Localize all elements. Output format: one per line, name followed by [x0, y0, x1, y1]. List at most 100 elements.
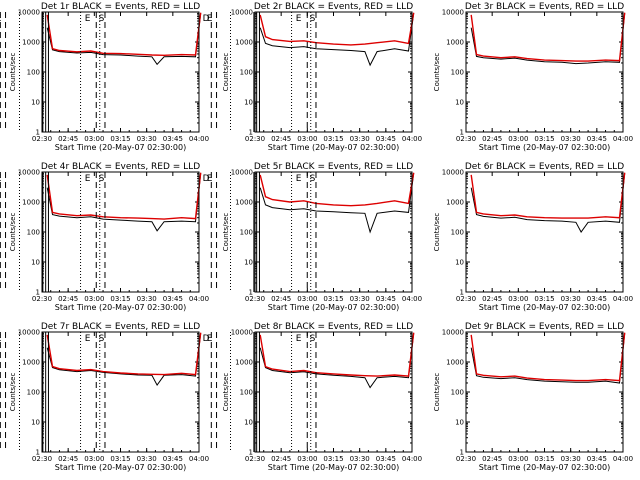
x-axis-label: Start Time (20-May-07 02:30:00): [479, 303, 610, 312]
y-tick-label: 10: [244, 419, 253, 427]
y-tick-label: 1000: [22, 359, 40, 367]
x-tick-label: 03:00: [508, 295, 528, 303]
y-axis-label: Counts/sec: [9, 53, 17, 92]
event-marker-label: E: [0, 334, 2, 344]
y-tick-label: 100: [451, 69, 464, 77]
y-tick-label: 1000: [446, 199, 464, 207]
y-axis-label: Counts/sec: [222, 373, 230, 412]
x-tick-label: 03:45: [376, 135, 396, 143]
y-tick-label: 10000: [18, 329, 40, 337]
y-tick-label: 100: [240, 389, 253, 397]
y-tick-label: 100: [27, 389, 40, 397]
events-series-line: [470, 333, 626, 384]
chart-title: Det 9r BLACK = Events, RED = LLD: [465, 322, 624, 332]
x-tick-label: 03:45: [163, 295, 183, 303]
lld-series-line: [259, 332, 415, 377]
y-axis-label: Counts/sec: [433, 373, 441, 412]
y-tick-label: 100: [240, 229, 253, 237]
x-tick-label: 03:15: [110, 295, 130, 303]
event-marker-label: D: [203, 334, 210, 344]
event-marker-label: S: [99, 334, 105, 344]
y-tick-label: 100: [451, 389, 464, 397]
x-tick-label: 02:45: [482, 455, 502, 463]
chart-panel-2: Det 2r BLACK = Events, RED = LLD 02:30 02:…: [0, 2, 422, 152]
x-tick-label: 04:00: [402, 135, 422, 143]
y-tick-label: 10000: [231, 329, 253, 337]
x-tick-label: 03:15: [110, 135, 130, 143]
y-tick-label: 1000: [22, 39, 40, 47]
x-tick-label: 03:45: [587, 455, 607, 463]
y-tick-label: 1000: [235, 39, 253, 47]
y-tick-label: 1: [36, 289, 40, 297]
event-marker-label: E: [0, 174, 2, 184]
y-tick-label: 1: [249, 289, 253, 297]
x-tick-label: 02:45: [482, 135, 502, 143]
event-marker-label: E: [85, 14, 91, 24]
event-marker-label: S: [310, 14, 316, 24]
y-axis-label: Counts/sec: [222, 213, 230, 252]
events-series-line: [46, 333, 202, 387]
y-tick-label: 10: [455, 99, 464, 107]
chart-title: Det 1r BLACK = Events, RED = LLD: [41, 2, 200, 12]
lld-series-line: [470, 12, 626, 62]
y-tick-label: 10: [31, 99, 40, 107]
x-axis-label: Start Time (20-May-07 02:30:00): [479, 463, 610, 472]
x-tick-label: 03:15: [534, 455, 554, 463]
x-tick-label: 02:30: [245, 135, 265, 143]
chart-panel-6: Det 6r BLACK = Events, RED = LLD 02:30 02:…: [203, 162, 633, 312]
x-tick-label: 03:00: [84, 295, 104, 303]
x-tick-label: 03:45: [587, 135, 607, 143]
plot-frame: [465, 171, 624, 293]
event-marker-label: E: [85, 174, 91, 184]
x-tick-label: 03:30: [350, 295, 370, 303]
events-series-line: [259, 173, 415, 234]
x-tick-label: 03:45: [163, 455, 183, 463]
x-tick-label: 02:45: [271, 295, 291, 303]
plot-frame: [465, 331, 624, 453]
event-marker-label: D: [203, 14, 210, 24]
x-tick-label: 02:45: [58, 295, 78, 303]
y-tick-label: 100: [27, 229, 40, 237]
x-tick-label: 04:00: [189, 295, 209, 303]
event-marker-label: E: [296, 334, 302, 344]
x-axis-label: Start Time (20-May-07 02:30:00): [479, 143, 610, 152]
y-tick-label: 1: [460, 449, 464, 457]
events-series-line: [46, 173, 202, 232]
y-tick-label: 10: [455, 419, 464, 427]
x-tick-label: 04:00: [613, 455, 633, 463]
event-marker-label: S: [99, 174, 105, 184]
x-tick-label: 03:00: [297, 455, 317, 463]
x-tick-label: 03:30: [561, 295, 581, 303]
events-series-line: [259, 333, 415, 389]
x-tick-label: 03:30: [137, 135, 157, 143]
x-tick-label: 03:30: [137, 455, 157, 463]
y-tick-label: 1: [36, 129, 40, 137]
chart-title: Det 3r BLACK = Events, RED = LLD: [465, 2, 624, 12]
y-tick-label: 1000: [235, 199, 253, 207]
x-tick-label: 02:30: [456, 455, 476, 463]
x-tick-label: 03:00: [297, 135, 317, 143]
plot-frame: [41, 11, 200, 133]
x-tick-label: 03:15: [323, 295, 343, 303]
x-tick-label: 03:30: [350, 455, 370, 463]
x-tick-label: 03:00: [84, 135, 104, 143]
event-marker-label: E: [207, 174, 213, 184]
event-marker-label: D: [203, 174, 210, 184]
x-tick-label: 02:30: [245, 455, 265, 463]
x-tick-label: 03:30: [561, 135, 581, 143]
chart-title: Det 6r BLACK = Events, RED = LLD: [465, 162, 624, 172]
event-marker-label: S: [310, 334, 316, 344]
x-axis-label: Start Time (20-May-07 02:30:00): [55, 463, 186, 472]
event-marker-label: S: [99, 14, 105, 24]
chart-title: Det 4r BLACK = Events, RED = LLD: [41, 162, 200, 172]
x-tick-label: 04:00: [613, 295, 633, 303]
x-tick-label: 02:30: [456, 295, 476, 303]
y-tick-label: 1000: [235, 359, 253, 367]
events-series-line: [470, 13, 626, 65]
plot-frame: [254, 331, 413, 453]
y-axis-label: Counts/sec: [433, 213, 441, 252]
x-tick-label: 04:00: [613, 135, 633, 143]
x-tick-label: 02:45: [271, 455, 291, 463]
x-tick-label: 02:45: [58, 455, 78, 463]
